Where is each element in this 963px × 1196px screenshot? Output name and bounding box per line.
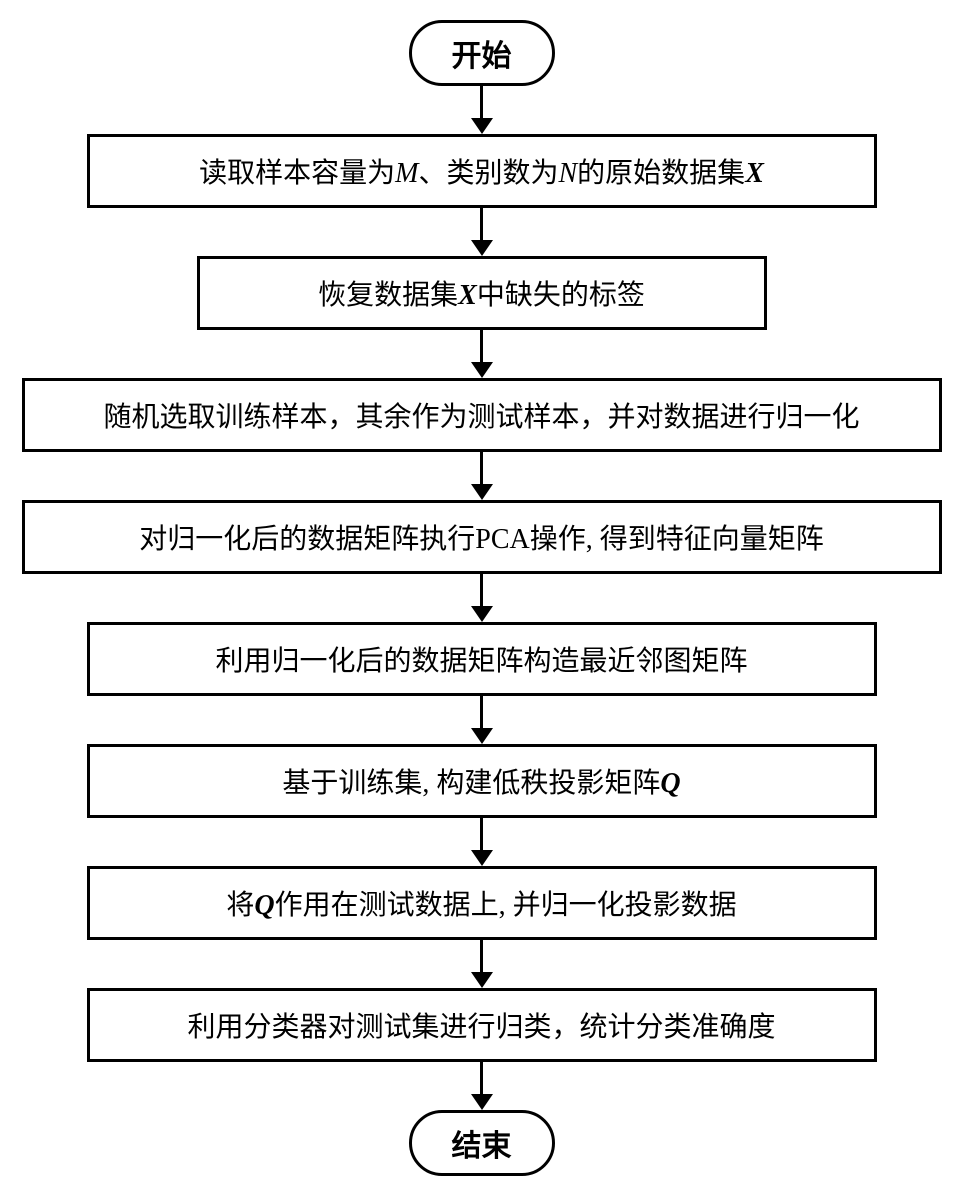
arrow-6 bbox=[471, 818, 493, 866]
arrow-2 bbox=[471, 330, 493, 378]
process-step8: 利用分类器对测试集进行归类，统计分类准确度 bbox=[87, 988, 877, 1062]
step3-content: 随机选取训练样本，其余作为测试样本，并对数据进行归一化 bbox=[103, 395, 859, 435]
arrow-0 bbox=[471, 86, 493, 134]
arrow-7 bbox=[471, 940, 493, 988]
arrow-8 bbox=[471, 1062, 493, 1110]
step1-content: 读取样本容量为M、类别数为N的原始数据集X bbox=[199, 151, 764, 191]
step8-content: 利用分类器对测试集进行归类，统计分类准确度 bbox=[187, 1005, 775, 1045]
process-step6: 基于训练集, 构建低秩投影矩阵Q bbox=[87, 744, 877, 818]
process-step5: 利用归一化后的数据矩阵构造最近邻图矩阵 bbox=[87, 622, 877, 696]
end-label: 结束 bbox=[452, 1130, 512, 1163]
end-terminal: 结束 bbox=[409, 1110, 555, 1176]
arrow-3 bbox=[471, 452, 493, 500]
arrow-5 bbox=[471, 696, 493, 744]
step7-content: 将Q作用在测试数据上, 并归一化投影数据 bbox=[226, 883, 736, 923]
process-step1: 读取样本容量为M、类别数为N的原始数据集X bbox=[87, 134, 877, 208]
step2-content: 恢复数据集X中缺失的标签 bbox=[318, 273, 645, 313]
start-terminal: 开始 bbox=[409, 20, 555, 86]
step5-content: 利用归一化后的数据矩阵构造最近邻图矩阵 bbox=[215, 639, 747, 679]
arrow-1 bbox=[471, 208, 493, 256]
step6-content: 基于训练集, 构建低秩投影矩阵Q bbox=[282, 761, 680, 801]
arrow-4 bbox=[471, 574, 493, 622]
flowchart-container: 开始 读取样本容量为M、类别数为N的原始数据集X 恢复数据集X中缺失的标签 随机… bbox=[22, 20, 942, 1176]
step4-content: 对归一化后的数据矩阵执行PCA操作, 得到特征向量矩阵 bbox=[139, 517, 823, 557]
start-label: 开始 bbox=[452, 40, 512, 73]
process-step2: 恢复数据集X中缺失的标签 bbox=[197, 256, 767, 330]
process-step4: 对归一化后的数据矩阵执行PCA操作, 得到特征向量矩阵 bbox=[22, 500, 942, 574]
process-step3: 随机选取训练样本，其余作为测试样本，并对数据进行归一化 bbox=[22, 378, 942, 452]
process-step7: 将Q作用在测试数据上, 并归一化投影数据 bbox=[87, 866, 877, 940]
